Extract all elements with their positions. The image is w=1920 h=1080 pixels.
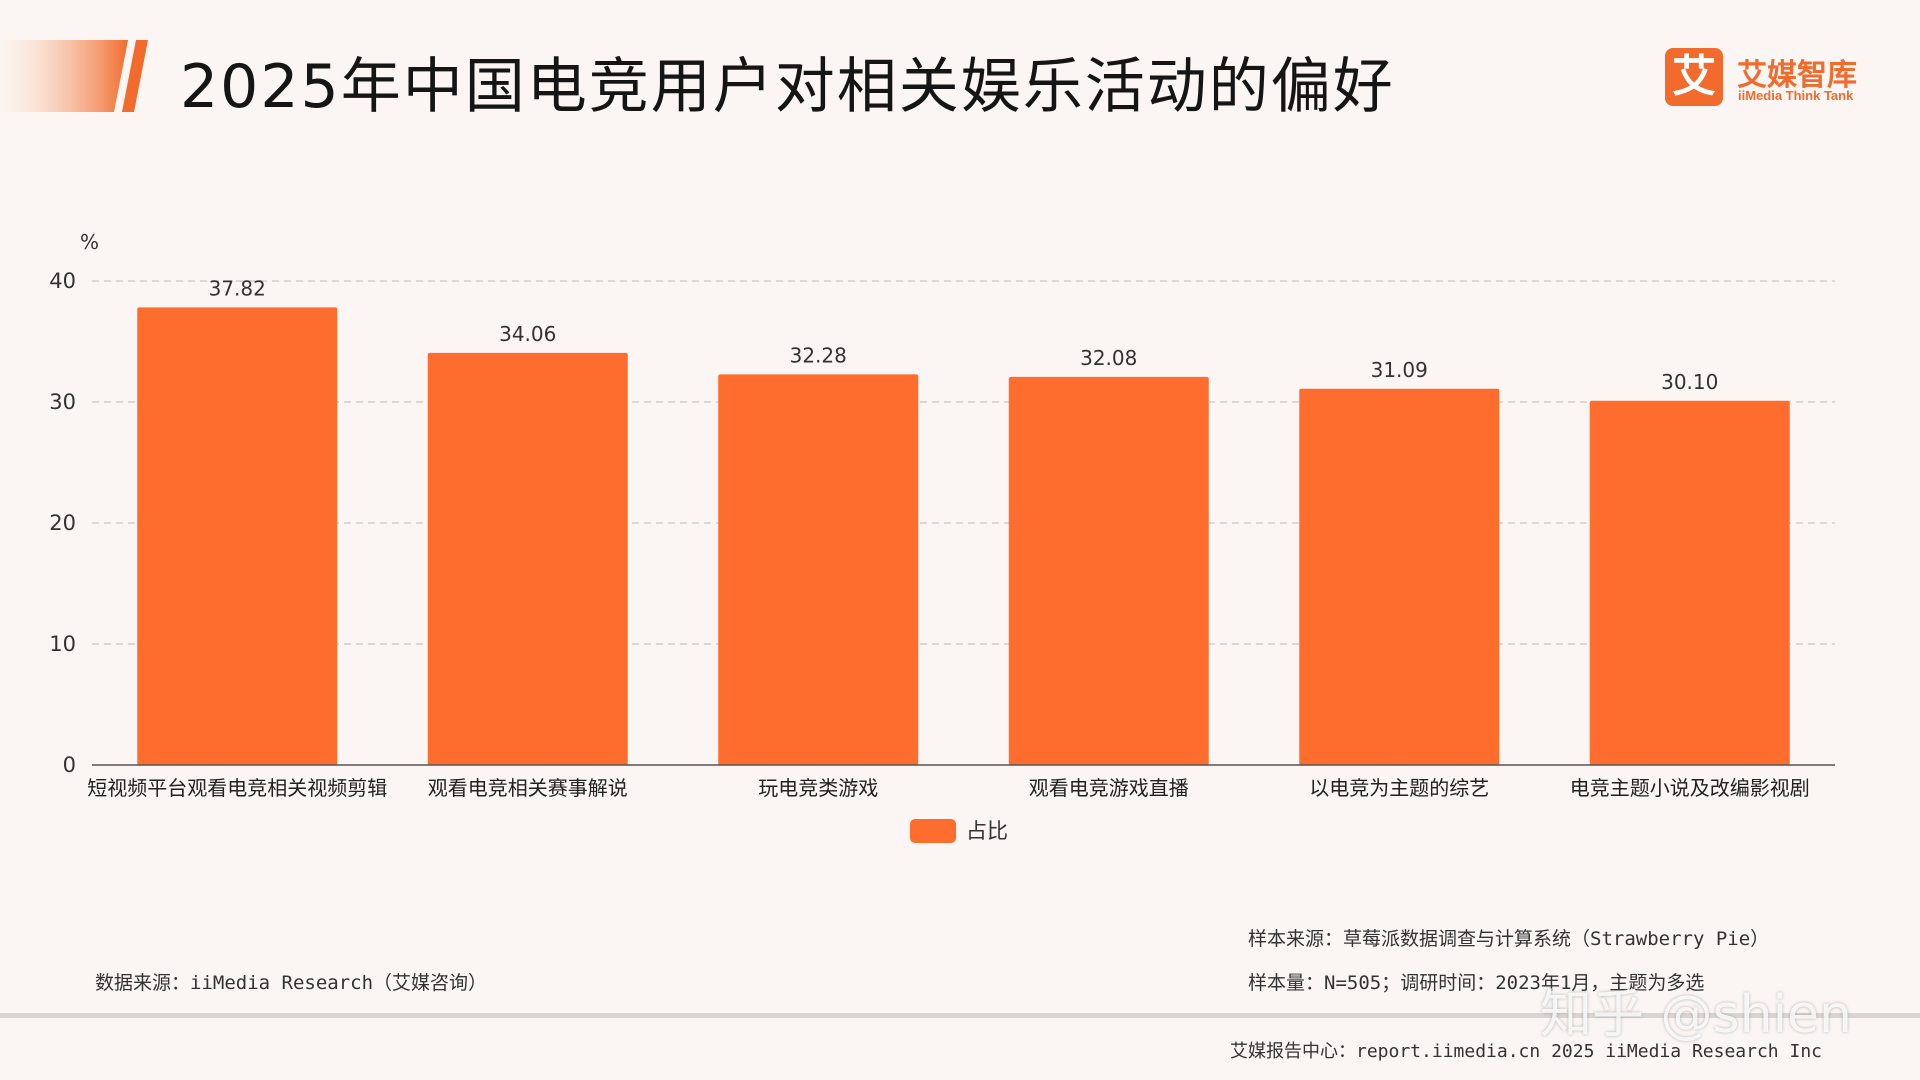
footer-credit: 艾媒报告中心：report.iimedia.cn 2025 iiMedia Re…	[1230, 1041, 1822, 1062]
bar	[1299, 388, 1500, 765]
watermark: 知乎 @shien	[1540, 985, 1852, 1045]
y-tick-label: 40	[49, 269, 76, 293]
data-label: 37.82	[209, 276, 266, 300]
data-label: 30.10	[1661, 370, 1718, 394]
sample-source-note: 样本来源：草莓派数据调查与计算系统（Strawberry Pie）	[1248, 928, 1770, 950]
bar	[1008, 376, 1209, 765]
x-tick-label: 玩电竞类游戏	[758, 776, 878, 800]
data-label: 31.09	[1371, 358, 1428, 382]
y-tick-label: 0	[63, 753, 76, 777]
legend-swatch	[910, 819, 956, 843]
logo-name: 艾媒智库	[1737, 58, 1857, 93]
data-label: 32.08	[1080, 346, 1137, 370]
x-tick-label: 短视频平台观看电竞相关视频剪辑	[87, 776, 387, 800]
brand-logo: 艾 艾媒智库 iiMedia Think Tank	[1665, 48, 1865, 108]
y-axis-unit: %	[80, 230, 99, 254]
x-tick-label: 观看电竞相关赛事解说	[428, 776, 628, 800]
data-label: 32.28	[790, 343, 847, 367]
footer-divider	[0, 1013, 1920, 1018]
page-title: 2025年中国电竞用户对相关娱乐活动的偏好	[180, 52, 1395, 122]
data-label: 34.06	[499, 322, 556, 346]
title-accent-stripe	[0, 40, 148, 112]
data-source-note: 数据来源：iiMedia Research（艾媒咨询）	[95, 972, 488, 994]
x-tick-label: 电竞主题小说及改编影视剧	[1570, 776, 1810, 800]
bar	[718, 374, 919, 765]
logo-badge-icon: 艾	[1665, 48, 1723, 106]
legend-label: 占比	[966, 819, 1008, 843]
sample-size-note: 样本量：N=505；调研时间：2023年1月，主题为多选	[1248, 972, 1705, 994]
y-tick-label: 20	[49, 511, 76, 535]
bar	[137, 307, 338, 765]
y-tick-label: 10	[49, 632, 76, 656]
bar	[1589, 400, 1790, 765]
y-tick-label: 30	[49, 390, 76, 414]
bar-chart: % 0 10 20 30 40 37.82 短视频平台观看电竞相关视频剪辑 34.06 观看电竞相…	[49, 230, 1835, 843]
bar	[427, 352, 628, 765]
logo-subtitle: iiMedia Think Tank	[1738, 88, 1854, 103]
x-tick-label: 观看电竞游戏直播	[1029, 776, 1189, 800]
x-tick-label: 以电竞为主题的综艺	[1309, 776, 1489, 800]
